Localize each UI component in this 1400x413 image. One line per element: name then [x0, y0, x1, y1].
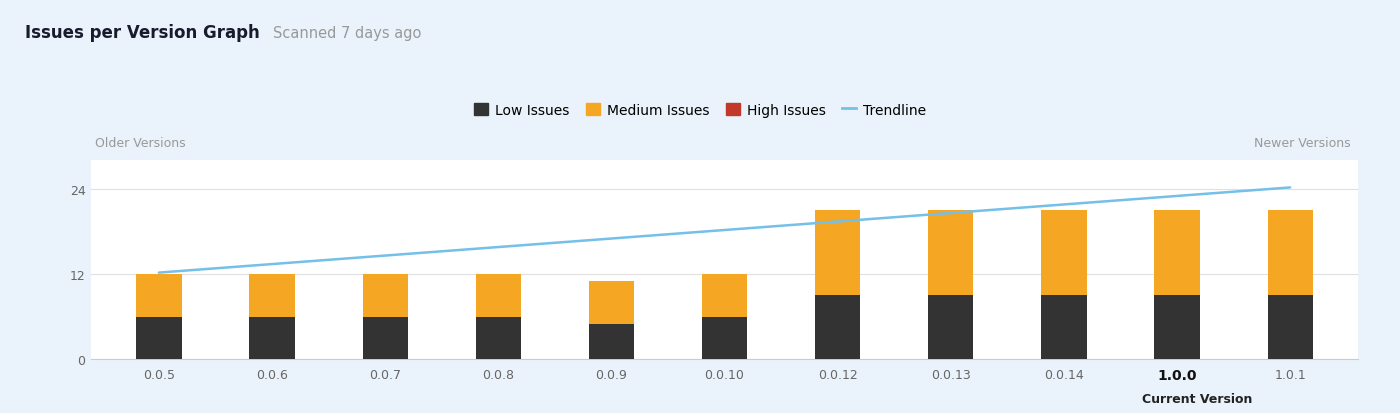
Bar — [136, 274, 182, 317]
Text: Current Version: Current Version — [1141, 392, 1252, 405]
Bar — [928, 211, 973, 296]
Text: Newer Versions: Newer Versions — [1254, 137, 1351, 150]
Bar — [1042, 296, 1086, 359]
Bar — [1155, 296, 1200, 359]
Text: Older Versions: Older Versions — [95, 137, 186, 150]
Text: Scanned 7 days ago: Scanned 7 days ago — [273, 26, 421, 40]
Bar — [1267, 296, 1313, 359]
Bar — [363, 274, 407, 317]
Bar — [1267, 211, 1313, 296]
Bar — [363, 317, 407, 359]
Legend: Low Issues, Medium Issues, High Issues, Trendline: Low Issues, Medium Issues, High Issues, … — [469, 98, 931, 123]
Bar — [249, 317, 294, 359]
Bar — [701, 317, 748, 359]
Bar — [589, 281, 634, 324]
Bar — [815, 296, 860, 359]
Bar — [928, 296, 973, 359]
Text: Issues per Version Graph: Issues per Version Graph — [25, 24, 260, 42]
Bar — [249, 274, 294, 317]
Bar — [701, 274, 748, 317]
Bar — [476, 274, 521, 317]
Bar — [1155, 211, 1200, 296]
Bar — [136, 317, 182, 359]
Bar — [589, 324, 634, 359]
Bar — [1042, 211, 1086, 296]
Bar — [815, 211, 860, 296]
Bar — [476, 317, 521, 359]
